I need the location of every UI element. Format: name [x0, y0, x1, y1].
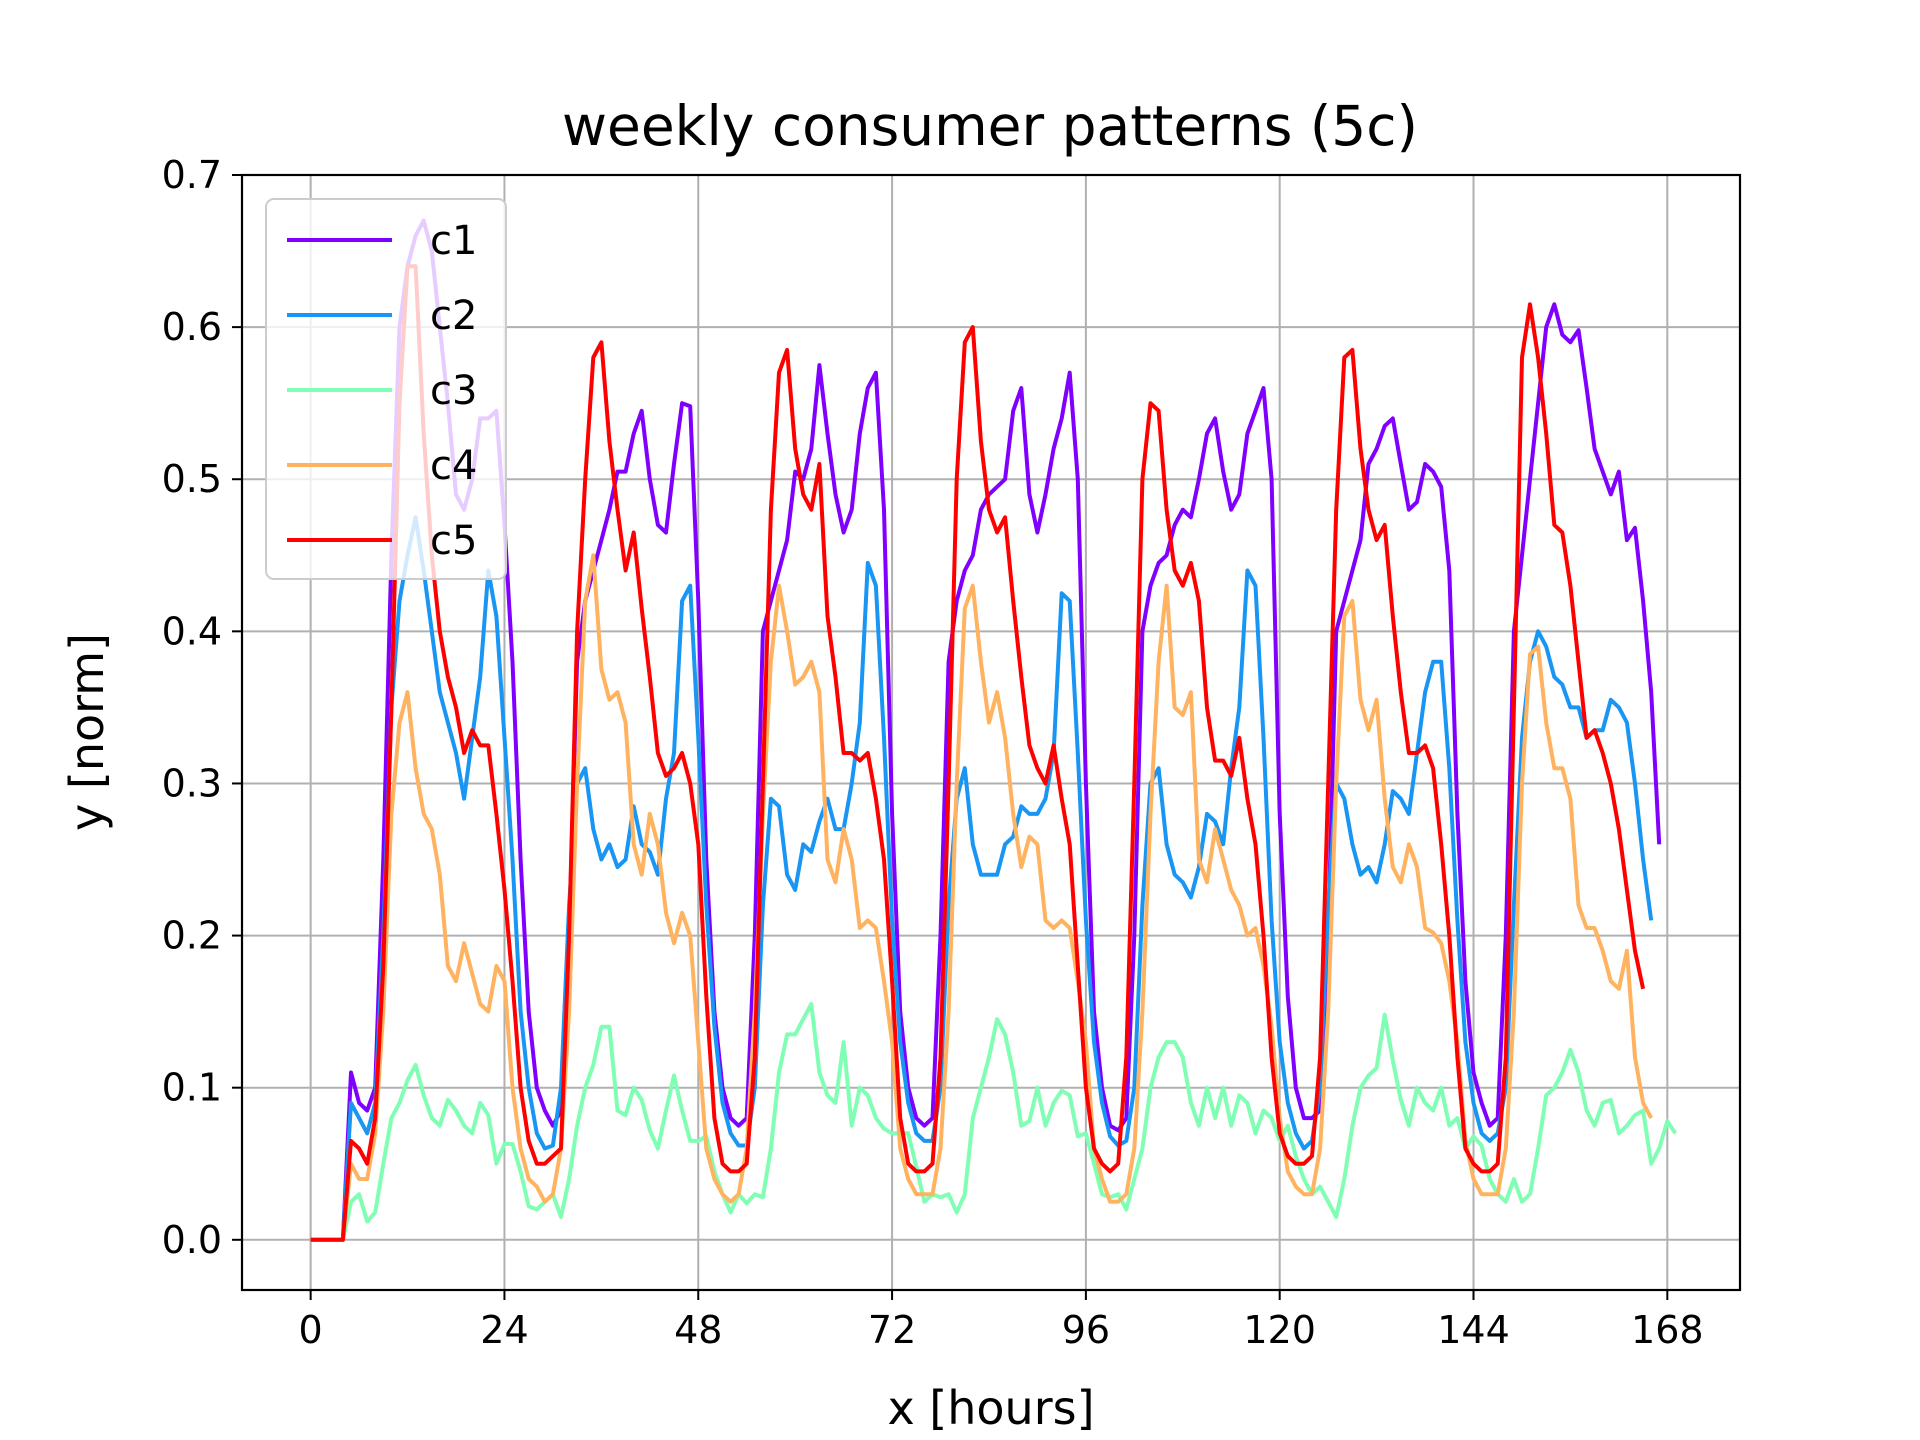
series-lines: [310, 218, 1678, 1242]
y-tick-label: 0.5: [162, 457, 222, 501]
legend-label-c4: c4: [430, 443, 477, 489]
chart-title: weekly consumer patterns (5c): [562, 94, 1418, 158]
x-axis-ticks: 0 24 48 72 96 120 144 168: [299, 1290, 1704, 1352]
x-tick-label: 72: [868, 1308, 916, 1352]
y-tick-label: 0.2: [162, 914, 222, 958]
x-tick-label: 120: [1243, 1308, 1316, 1352]
series-line-c3: [310, 1002, 1678, 1242]
grid: [242, 174, 1740, 1290]
plot-frame: [240, 173, 1742, 1292]
legend-label-c1: c1: [430, 218, 477, 264]
series-line-c5: [310, 264, 1646, 1242]
series-line-c2: [310, 515, 1654, 1242]
series-line-c4: [310, 553, 1653, 1242]
legend-label-c2: c2: [430, 293, 477, 339]
series-line-c1: [310, 218, 1662, 1242]
y-axis-label: y [norm]: [60, 633, 114, 831]
x-tick-label: 96: [1062, 1308, 1110, 1352]
y-tick-label: 0.1: [162, 1066, 222, 1110]
x-tick-label: 48: [674, 1308, 722, 1352]
x-axis-label: x [hours]: [887, 1381, 1094, 1435]
y-axis-ticks: 0.0 0.1 0.2 0.3 0.4 0.5 0.6 0.7: [162, 153, 242, 1262]
x-tick-label: 24: [480, 1308, 528, 1352]
x-tick-label: 144: [1437, 1308, 1510, 1352]
x-tick-label: 168: [1631, 1308, 1704, 1352]
legend-label-c3: c3: [430, 368, 477, 414]
legend-label-c5: c5: [430, 518, 477, 564]
legend: c1 c2 c3 c4 c5: [265, 198, 507, 580]
y-tick-label: 0.0: [162, 1218, 222, 1262]
y-tick-label: 0.3: [162, 761, 222, 805]
y-tick-label: 0.6: [162, 305, 222, 349]
y-tick-label: 0.7: [162, 153, 222, 197]
y-tick-label: 0.4: [162, 609, 222, 653]
x-tick-label: 0: [299, 1308, 323, 1352]
